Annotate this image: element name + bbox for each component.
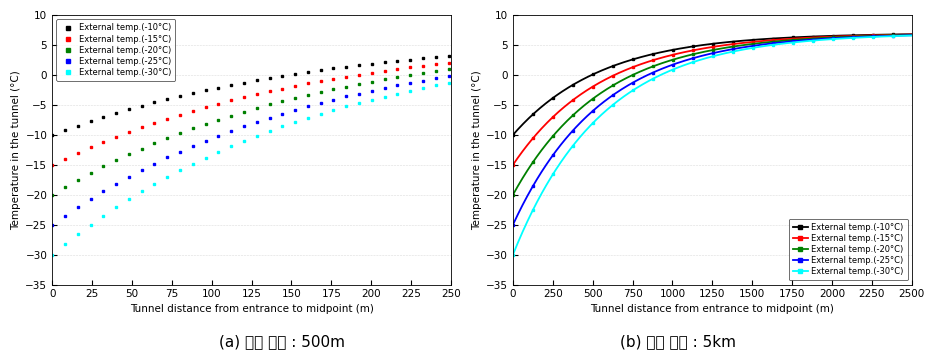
External temp.(-15°C) xyxy=(446,60,457,65)
External temp.(-10°C) xyxy=(239,80,250,85)
External temp.(-30°C) xyxy=(745,46,756,50)
External temp.(-15°C) xyxy=(284,85,295,89)
External temp.(-10°C) xyxy=(47,133,58,137)
External temp.(-30°C) xyxy=(699,56,710,61)
External temp.(-20°C) xyxy=(897,33,908,37)
External temp.(-15°C) xyxy=(236,96,247,100)
External temp.(-10°C) xyxy=(724,40,735,44)
External temp.(-15°C) xyxy=(834,34,845,38)
External temp.(-30°C) xyxy=(834,36,845,41)
Line: External temp.(-25°C): External temp.(-25°C) xyxy=(51,74,452,226)
External temp.(-30°C) xyxy=(696,57,708,61)
External temp.(-25°C) xyxy=(724,48,735,52)
External temp.(-20°C) xyxy=(696,50,708,54)
Text: (b) 터널 연장 : 5km: (b) 터널 연장 : 5km xyxy=(620,335,736,349)
External temp.(-25°C) xyxy=(446,74,457,78)
External temp.(-10°C) xyxy=(699,43,710,47)
External temp.(-20°C) xyxy=(724,45,735,49)
Y-axis label: Temperature in the tunnel (°C): Temperature in the tunnel (°C) xyxy=(11,70,22,230)
External temp.(-20°C) xyxy=(47,193,58,197)
Line: External temp.(-15°C): External temp.(-15°C) xyxy=(51,61,452,166)
External temp.(-25°C) xyxy=(47,223,58,227)
External temp.(-30°C) xyxy=(373,96,385,100)
Y-axis label: Temperature in the tunnel (°C): Temperature in the tunnel (°C) xyxy=(472,70,482,230)
External temp.(-30°C) xyxy=(906,34,917,38)
External temp.(-20°C) xyxy=(507,193,519,197)
External temp.(-25°C) xyxy=(436,75,447,79)
External temp.(-15°C) xyxy=(47,163,58,167)
Line: External temp.(-25°C): External temp.(-25°C) xyxy=(512,34,913,226)
External temp.(-20°C) xyxy=(284,97,295,101)
External temp.(-30°C) xyxy=(284,122,295,126)
External temp.(-15°C) xyxy=(745,40,756,44)
Text: (a) 터널 연장 : 500m: (a) 터널 연장 : 500m xyxy=(219,335,344,349)
X-axis label: Tunnel distance from entrance to midpoint (m): Tunnel distance from entrance to midpoin… xyxy=(129,304,373,314)
External temp.(-30°C) xyxy=(239,139,250,143)
External temp.(-20°C) xyxy=(373,78,385,83)
External temp.(-10°C) xyxy=(834,34,845,38)
Legend: External temp.(-10°C), External temp.(-15°C), External temp.(-20°C), External te: External temp.(-10°C), External temp.(-1… xyxy=(56,19,175,81)
External temp.(-25°C) xyxy=(696,54,708,58)
External temp.(-30°C) xyxy=(47,252,58,257)
External temp.(-25°C) xyxy=(699,53,710,57)
External temp.(-20°C) xyxy=(236,110,247,114)
External temp.(-25°C) xyxy=(236,125,247,129)
External temp.(-30°C) xyxy=(897,34,908,38)
External temp.(-20°C) xyxy=(262,103,273,107)
External temp.(-15°C) xyxy=(699,46,710,50)
External temp.(-10°C) xyxy=(262,76,273,80)
External temp.(-25°C) xyxy=(745,44,756,48)
External temp.(-25°C) xyxy=(906,33,917,37)
Line: External temp.(-15°C): External temp.(-15°C) xyxy=(512,34,913,166)
External temp.(-10°C) xyxy=(446,54,457,58)
External temp.(-10°C) xyxy=(236,81,247,85)
External temp.(-20°C) xyxy=(436,68,447,73)
External temp.(-25°C) xyxy=(507,223,519,227)
External temp.(-20°C) xyxy=(906,33,917,37)
External temp.(-10°C) xyxy=(284,73,295,77)
Line: External temp.(-10°C): External temp.(-10°C) xyxy=(512,33,913,136)
External temp.(-15°C) xyxy=(239,95,250,99)
External temp.(-15°C) xyxy=(724,42,735,47)
Line: External temp.(-30°C): External temp.(-30°C) xyxy=(512,35,913,256)
External temp.(-10°C) xyxy=(897,32,908,36)
External temp.(-30°C) xyxy=(446,80,457,85)
External temp.(-20°C) xyxy=(446,67,457,71)
External temp.(-25°C) xyxy=(373,87,385,91)
External temp.(-25°C) xyxy=(834,36,845,40)
Line: External temp.(-20°C): External temp.(-20°C) xyxy=(512,34,913,196)
X-axis label: Tunnel distance from entrance to midpoint (m): Tunnel distance from entrance to midpoin… xyxy=(591,304,834,314)
External temp.(-15°C) xyxy=(436,61,447,66)
External temp.(-30°C) xyxy=(507,252,519,257)
External temp.(-30°C) xyxy=(436,82,447,86)
External temp.(-15°C) xyxy=(373,70,385,74)
External temp.(-25°C) xyxy=(262,116,273,120)
Legend: External temp.(-10°C), External temp.(-15°C), External temp.(-20°C), External te: External temp.(-10°C), External temp.(-1… xyxy=(788,219,908,280)
External temp.(-10°C) xyxy=(696,43,708,47)
External temp.(-15°C) xyxy=(906,32,917,37)
External temp.(-15°C) xyxy=(507,163,519,167)
Line: External temp.(-30°C): External temp.(-30°C) xyxy=(51,81,452,256)
External temp.(-30°C) xyxy=(724,50,735,55)
External temp.(-10°C) xyxy=(745,38,756,42)
External temp.(-10°C) xyxy=(373,61,385,65)
External temp.(-25°C) xyxy=(284,109,295,114)
External temp.(-15°C) xyxy=(897,32,908,37)
External temp.(-25°C) xyxy=(239,124,250,128)
External temp.(-10°C) xyxy=(436,54,447,59)
External temp.(-20°C) xyxy=(834,35,845,39)
External temp.(-25°C) xyxy=(897,33,908,37)
External temp.(-15°C) xyxy=(262,89,273,94)
Line: External temp.(-10°C): External temp.(-10°C) xyxy=(51,55,452,136)
External temp.(-30°C) xyxy=(262,130,273,134)
External temp.(-10°C) xyxy=(906,32,917,36)
External temp.(-15°C) xyxy=(696,47,708,51)
External temp.(-20°C) xyxy=(699,49,710,54)
External temp.(-10°C) xyxy=(507,133,519,137)
Line: External temp.(-20°C): External temp.(-20°C) xyxy=(51,68,452,196)
External temp.(-20°C) xyxy=(239,109,250,114)
External temp.(-20°C) xyxy=(745,42,756,46)
External temp.(-30°C) xyxy=(236,140,247,144)
